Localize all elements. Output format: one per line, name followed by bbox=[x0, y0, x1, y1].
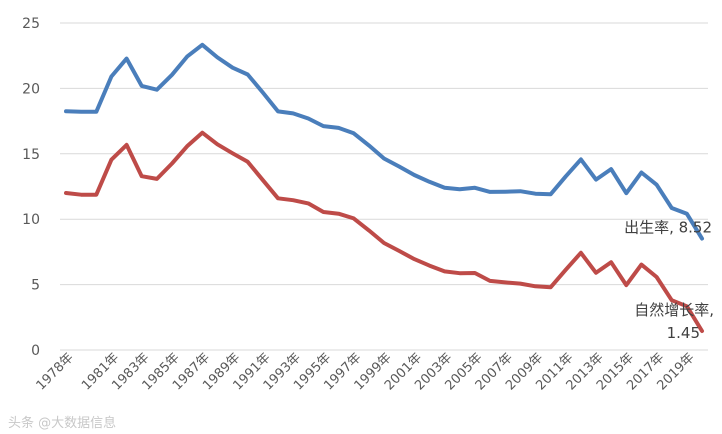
watermark: 头条 @大数据信息 bbox=[8, 416, 117, 431]
series-line-growth bbox=[64, 130, 704, 333]
x-tick-label: 1978年 bbox=[34, 350, 77, 393]
y-axis: 0 5 10 15 20 25 bbox=[22, 16, 40, 359]
y-tick-label: 20 bbox=[22, 81, 40, 97]
series-lines bbox=[64, 42, 704, 333]
y-tick-label: 25 bbox=[22, 16, 40, 32]
y-tick-label: 10 bbox=[22, 212, 40, 228]
y-tick-label: 5 bbox=[31, 278, 40, 294]
data-label: 1.45 bbox=[667, 324, 700, 342]
y-tick-label: 15 bbox=[22, 147, 40, 163]
y-tick-label: 0 bbox=[31, 343, 40, 359]
series-line-birth bbox=[64, 42, 704, 241]
x-axis: 1978年 1981年1983年1985年1987年1989年1991年1993年… bbox=[34, 350, 698, 393]
gridlines bbox=[60, 22, 708, 351]
data-label: 出生率, 8.52 bbox=[624, 219, 712, 237]
data-label: 自然增长率, bbox=[634, 301, 714, 319]
end-labels: 出生率, 8.52 自然增长率, 1.45 bbox=[624, 219, 714, 342]
